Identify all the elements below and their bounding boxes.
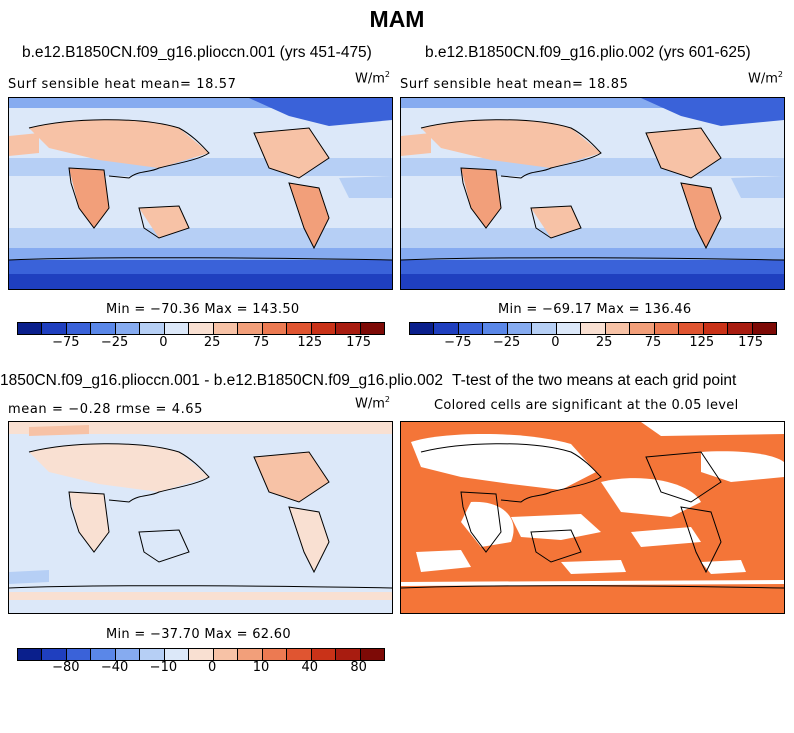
colorbar-swatch [42, 323, 67, 334]
panel-1-map [8, 97, 393, 290]
figure-title: MAM [369, 6, 425, 32]
panel-4-title: T-test of the two means at each grid poi… [452, 372, 737, 389]
colorbar-swatch [213, 649, 239, 660]
colorbar-swatch [66, 323, 92, 334]
colorbar-swatch [115, 649, 141, 660]
colorbar-swatch [752, 323, 777, 334]
colorbar-swatch [532, 323, 557, 334]
panel-4-subtitle: Colored cells are significant at the 0.0… [434, 398, 739, 413]
colorbar-swatch [189, 649, 214, 660]
colorbar-tick-label: −10 [149, 660, 178, 675]
colorbar-swatch [238, 649, 263, 660]
colorbar-swatch [213, 323, 239, 334]
panel-2-map [400, 97, 785, 290]
colorbar-swatch [18, 323, 43, 334]
colorbar-swatch [311, 323, 337, 334]
colorbar-tick-label: 75 [252, 335, 270, 350]
colorbar-swatch [311, 649, 337, 660]
panel-2-unit: W/m2 [748, 70, 783, 87]
colorbar-tick-label: 0 [551, 335, 560, 350]
panel-3-unit: W/m2 [355, 395, 390, 412]
colorbar-swatch [189, 323, 214, 334]
colorbar-1 [17, 322, 385, 335]
colorbar-swatch [434, 323, 459, 334]
colorbar-swatch [164, 649, 190, 660]
colorbar-swatch [262, 323, 288, 334]
colorbar-swatch [91, 323, 116, 334]
colorbar-swatch [458, 323, 484, 334]
panel-1-stats: Min = −70.36 Max = 143.50 [106, 302, 300, 317]
colorbar-2 [409, 322, 777, 335]
colorbar-tick-label: 0 [159, 335, 168, 350]
colorbar-tick-label: −80 [52, 660, 80, 675]
panel-2-title: b.e12.B1850CN.f09_g16.plio.002 (yrs 601-… [425, 44, 751, 61]
colorbar-tick-label: 175 [346, 335, 372, 350]
colorbar-swatch [91, 649, 116, 660]
colorbar-swatch [556, 323, 582, 334]
panel-2-subtitle: Surf sensible heat mean= 18.85 [400, 77, 629, 92]
panel-3-stats: Min = −37.70 Max = 62.60 [106, 627, 291, 642]
colorbar-swatch [336, 649, 361, 660]
colorbar-swatch [140, 323, 165, 334]
panel-1-subtitle: Surf sensible heat mean= 18.57 [8, 77, 237, 92]
colorbar-tick-label: −75 [444, 335, 472, 350]
colorbar-swatch [630, 323, 655, 334]
colorbar-tick-label: −25 [492, 335, 521, 350]
colorbar-swatch [605, 323, 631, 334]
panel-3-title: 1850CN.f09_g16.plioccn.001 - b.e12.B1850… [0, 372, 443, 389]
panel-3-subtitle: mean = −0.28 rmse = 4.65 [8, 402, 204, 417]
panel-3-map [8, 421, 393, 614]
colorbar-tick-label: 125 [689, 335, 715, 350]
colorbar-tick-label: −75 [52, 335, 80, 350]
colorbar-swatch [507, 323, 533, 334]
colorbar-tick-label: 80 [350, 660, 367, 675]
colorbar-tick-label: 40 [301, 660, 319, 675]
colorbar-tick-label: 25 [203, 335, 221, 350]
colorbar-swatch [238, 323, 263, 334]
colorbar-swatch [287, 323, 312, 334]
colorbar-swatch [654, 323, 680, 334]
colorbar-swatch [336, 323, 361, 334]
colorbar-swatch [581, 323, 606, 334]
panel-1-unit: W/m2 [355, 70, 390, 87]
colorbar-tick-label: −25 [100, 335, 129, 350]
colorbar-swatch [410, 323, 435, 334]
colorbar-swatch [140, 649, 165, 660]
colorbar-tick-label: 10 [252, 660, 270, 675]
colorbar-tick-label: −40 [100, 660, 129, 675]
colorbar-swatch [262, 649, 288, 660]
colorbar-tick-label: 75 [644, 335, 662, 350]
colorbar-tick-label: 175 [738, 335, 764, 350]
panel-2-stats: Min = −69.17 Max = 136.46 [498, 302, 692, 317]
colorbar-swatch [703, 323, 729, 334]
colorbar-swatch [679, 323, 704, 334]
colorbar-swatch [728, 323, 753, 334]
colorbar-swatch [287, 649, 312, 660]
colorbar-swatch [18, 649, 43, 660]
colorbar-3 [17, 648, 385, 661]
colorbar-swatch [360, 649, 385, 660]
colorbar-swatch [483, 323, 508, 334]
panel-4-map [400, 421, 785, 614]
panel-1-title: b.e12.B1850CN.f09_g16.plioccn.001 (yrs 4… [22, 44, 372, 61]
colorbar-tick-label: 0 [208, 660, 217, 675]
colorbar-swatch [115, 323, 141, 334]
colorbar-tick-label: 25 [595, 335, 613, 350]
colorbar-swatch [360, 323, 385, 334]
colorbar-tick-label: 125 [297, 335, 323, 350]
colorbar-swatch [164, 323, 190, 334]
colorbar-swatch [66, 649, 92, 660]
colorbar-swatch [42, 649, 67, 660]
